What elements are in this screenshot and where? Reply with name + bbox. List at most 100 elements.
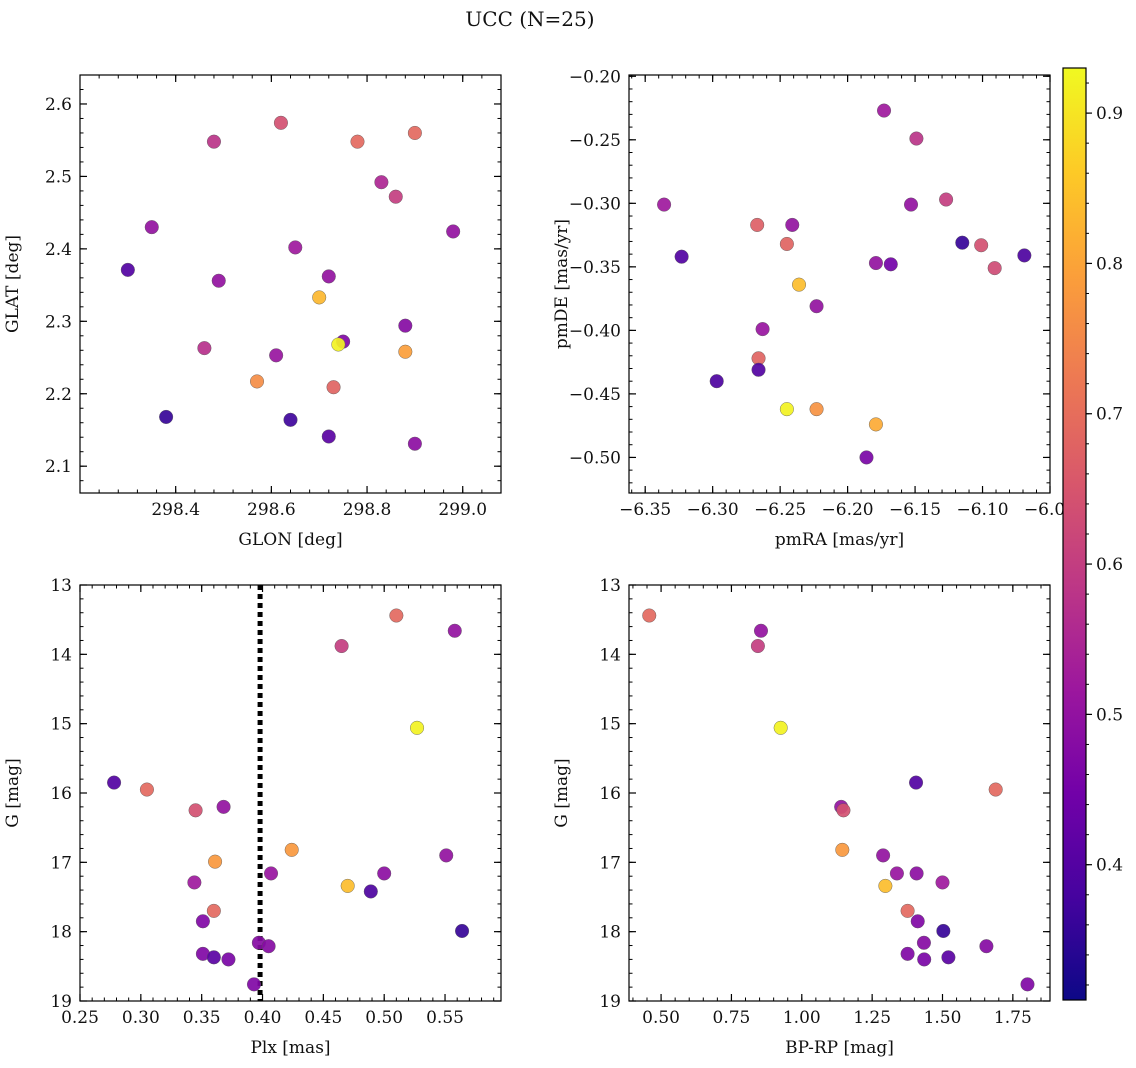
x-tick-label: 1.25 <box>853 1008 891 1028</box>
y-tick-label: −0.45 <box>569 385 621 405</box>
data-point <box>284 842 299 857</box>
data-point <box>889 866 904 881</box>
y-tick-label: 16 <box>50 784 72 804</box>
data-point <box>941 950 956 965</box>
data-point <box>868 256 883 271</box>
data-point <box>859 450 874 465</box>
data-point <box>909 131 924 146</box>
data-point <box>883 257 898 272</box>
data-point <box>107 775 122 790</box>
data-point <box>388 189 403 204</box>
data-point <box>261 939 276 954</box>
data-point <box>216 799 231 814</box>
y-tick-label: 2.1 <box>45 457 72 477</box>
x-tick-label: −6.30 <box>687 500 739 520</box>
scatter-points <box>657 103 1032 465</box>
data-point <box>936 923 951 938</box>
plot-frame <box>79 74 502 494</box>
y-tick-label: 13 <box>599 576 621 596</box>
y-tick-label: 13 <box>50 576 72 596</box>
x-tick-label: 299.0 <box>438 500 487 520</box>
data-point <box>144 220 159 235</box>
y-tick-label: −0.35 <box>569 258 621 278</box>
data-point <box>909 775 924 790</box>
data-point <box>269 348 284 363</box>
data-point <box>288 240 303 255</box>
data-point <box>398 344 413 359</box>
data-point <box>159 409 174 424</box>
x-tick-label: 0.45 <box>304 1008 342 1028</box>
data-point <box>809 299 824 314</box>
data-point <box>283 412 298 427</box>
data-point <box>792 277 807 292</box>
data-point <box>785 217 800 232</box>
colorbar-tick-label: 0.4 <box>1096 856 1123 876</box>
colorbar-gradient <box>1063 68 1086 1000</box>
data-point <box>987 261 1002 276</box>
data-point <box>389 608 404 623</box>
y-tick-label: −0.50 <box>569 448 621 468</box>
y-tick-label: 17 <box>50 853 72 873</box>
y-tick-label: −0.25 <box>569 131 621 151</box>
data-point <box>206 950 221 965</box>
data-point <box>809 402 824 417</box>
data-point <box>340 878 355 893</box>
data-point <box>755 322 770 337</box>
y-axis-label: pmDE [mas/yr] <box>552 219 572 349</box>
panel-3: 0.25 0.30 0.35 0.40 0.45 0.50 0.55 13 14 15 16 17 18… <box>3 576 502 1058</box>
y-tick-label: 2.2 <box>45 385 72 405</box>
data-point <box>916 935 931 950</box>
y-tick-label: 15 <box>599 715 621 735</box>
y-tick-label: −0.40 <box>569 321 621 341</box>
data-point <box>188 803 203 818</box>
y-tick-label: 2.6 <box>45 95 72 115</box>
x-tick-label: 0.50 <box>365 1008 403 1028</box>
y-tick-label: 2.3 <box>45 312 72 332</box>
data-point <box>1017 248 1032 263</box>
data-point <box>935 875 950 890</box>
x-axis-label: BP-RP [mag] <box>785 1038 894 1058</box>
data-point <box>868 417 883 432</box>
data-point <box>876 848 891 863</box>
y-tick-label: 19 <box>50 992 72 1012</box>
x-axis-label: pmRA [mas/yr] <box>775 530 904 550</box>
data-point <box>751 362 766 377</box>
x-tick-label: 0.55 <box>426 1008 464 1028</box>
data-point <box>331 337 346 352</box>
panel-2: −6.35 −6.30 −6.25 −6.20 −6.15 −6.10 −6.05−0.50… <box>552 67 1076 550</box>
data-point <box>334 639 349 654</box>
data-point <box>939 192 954 207</box>
x-tick-label: 0.25 <box>61 1008 99 1028</box>
y-axis-label: G [mag] <box>3 758 23 827</box>
y-tick-label: 2.4 <box>45 240 72 260</box>
x-axis-label: Plx [mas] <box>250 1038 330 1058</box>
data-point <box>350 134 365 149</box>
colorbar-tick-label: 0.5 <box>1096 705 1123 725</box>
x-tick-label: 0.30 <box>122 1008 160 1028</box>
data-point <box>312 290 327 305</box>
data-point <box>836 803 851 818</box>
data-point <box>439 848 454 863</box>
data-point <box>979 939 994 954</box>
data-point <box>139 782 154 797</box>
data-point <box>211 273 226 288</box>
x-tick-label: 1.50 <box>924 1008 962 1028</box>
data-point <box>326 380 341 395</box>
figure-title: UCC (N=25) <box>465 7 594 31</box>
data-point <box>974 238 989 253</box>
x-tick-label: 1.75 <box>994 1008 1032 1028</box>
data-point <box>709 374 724 389</box>
x-tick-label: 1.00 <box>783 1008 821 1028</box>
data-point <box>377 866 392 881</box>
x-tick-label: 298.8 <box>343 500 392 520</box>
data-point <box>455 923 470 938</box>
x-tick-label: 0.40 <box>244 1008 282 1028</box>
data-point <box>642 608 657 623</box>
data-point <box>657 197 672 212</box>
data-point <box>773 720 788 735</box>
data-point <box>264 866 279 881</box>
data-point <box>221 952 236 967</box>
data-point <box>273 115 288 130</box>
panel-1: 298.4 298.6 298.8 299.0 2.1 2.2 2.3 2.4 2.5 2.6 GL… <box>3 74 502 550</box>
